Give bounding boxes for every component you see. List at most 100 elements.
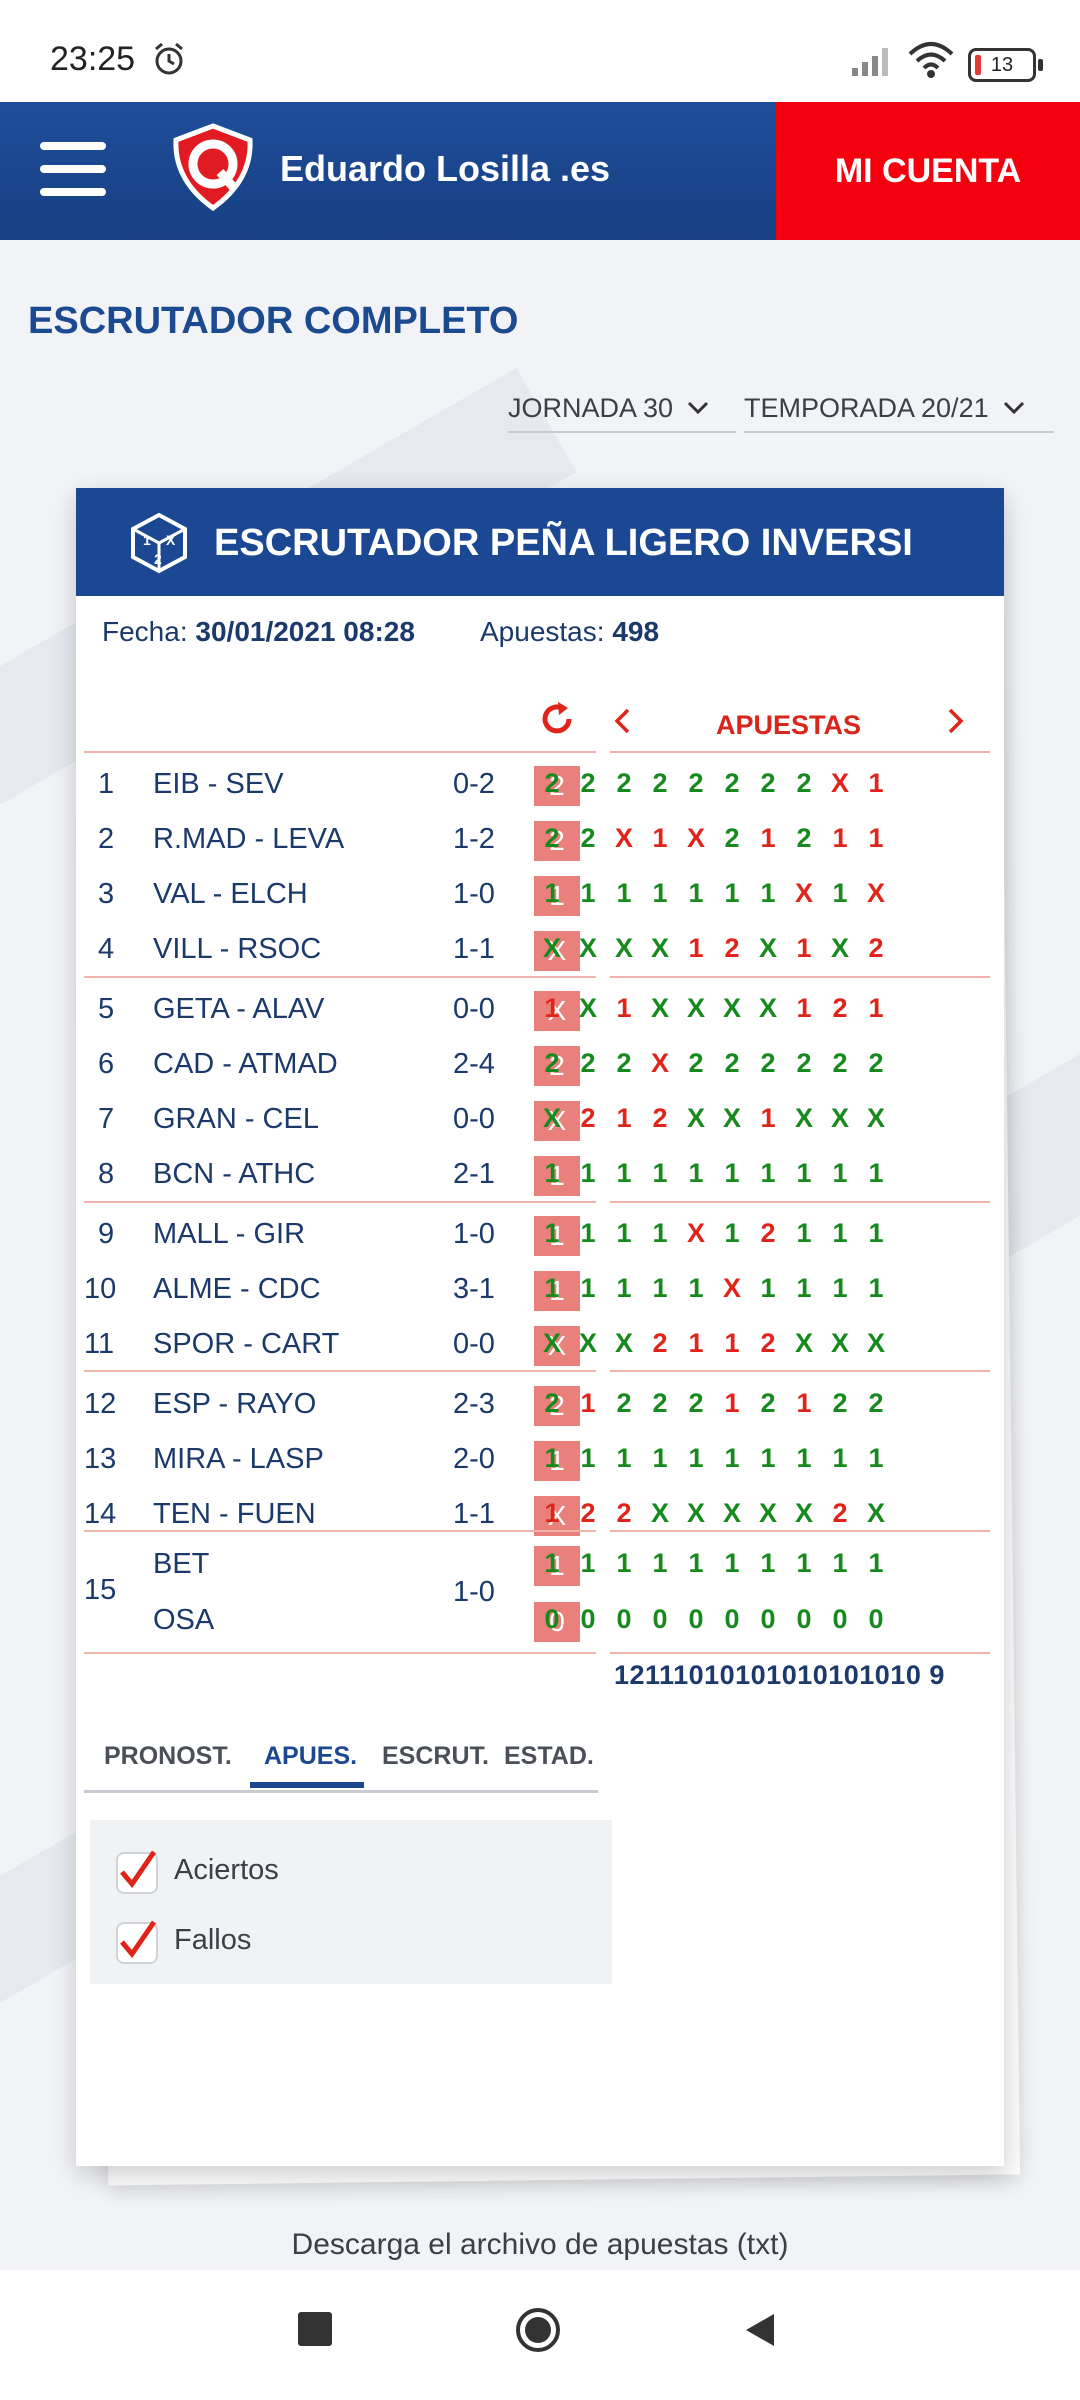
bet-hit: 1 [544, 878, 560, 908]
match-score: 3-1 [453, 1273, 495, 1305]
bet-hit: 1 [544, 1443, 560, 1473]
bet-hit: X [830, 1103, 849, 1133]
bet-miss: X [650, 1048, 669, 1078]
bet-hit: 2 [760, 768, 776, 798]
aciertos-checkbox[interactable] [116, 1850, 158, 1894]
result-box: 1 [534, 876, 580, 916]
bet-hit: 2 [688, 768, 704, 798]
tab-pronost[interactable]: PRONOST. [104, 1742, 232, 1770]
jornada-value: JORNADA 30 [508, 392, 674, 423]
bet-hit: 0 [868, 1604, 884, 1634]
bet-miss: 2 [580, 1498, 596, 1528]
apuestas-value: 498 [612, 616, 660, 647]
chevron-down-icon [1003, 401, 1024, 415]
bet-miss: X [686, 823, 705, 853]
bet-miss: 2 [832, 993, 848, 1023]
row-separator [610, 751, 990, 753]
bet-hit: X [650, 1498, 669, 1528]
match-number: 3 [98, 878, 115, 910]
bet-hit: 2 [544, 768, 560, 798]
bet-hit: X [758, 933, 777, 963]
match-score: 0-0 [453, 993, 495, 1025]
apuestas-label: Apuestas: [480, 616, 605, 647]
match-score: 1-2 [453, 823, 495, 855]
bet-hit: X [866, 1103, 885, 1133]
bet-hit: 2 [868, 1388, 884, 1418]
row-separator [84, 1652, 596, 1654]
bet-hit: 1 [724, 1158, 740, 1188]
bet-hit: X [686, 993, 705, 1023]
brand-name[interactable]: Eduardo Losilla .es [280, 148, 611, 189]
fallos-checkbox[interactable] [116, 1920, 158, 1964]
recents-icon[interactable] [298, 2312, 332, 2346]
bet-miss: 2 [868, 933, 884, 963]
result-box: 2 [534, 766, 580, 806]
active-tab-indicator [250, 1782, 364, 1788]
download-link[interactable]: Descarga el archivo de apuestas (txt) [291, 2228, 789, 2261]
bet-hit: 2 [544, 1048, 560, 1078]
bet-hit: 2 [544, 823, 560, 853]
svg-text:X: X [166, 532, 176, 548]
bet-hit: 2 [652, 1388, 668, 1418]
menu-icon[interactable] [40, 142, 106, 198]
bet-hit: 1 [652, 1218, 668, 1248]
home-icon[interactable] [514, 2306, 562, 2354]
bet-hit: 1 [580, 878, 596, 908]
wifi-icon [908, 42, 954, 78]
match-score: 1-1 [453, 933, 495, 965]
tab-bar: PRONOST. APUES. ESCRUT. ESTAD. [84, 1734, 598, 1793]
quiniela-logo[interactable] [168, 122, 258, 212]
match-teams: GRAN - CEL [153, 1103, 319, 1135]
bet-hit: X [578, 993, 597, 1023]
bet-hit: 1 [832, 1158, 848, 1188]
signal-icon [852, 48, 888, 76]
card-title: ESCRUTADOR PEÑA LIGERO INVERSI [214, 522, 913, 564]
match-number: 9 [98, 1218, 115, 1250]
bet-hit: 1 [688, 1548, 704, 1578]
group-separator [610, 1530, 990, 1532]
bet-hit: X [758, 1498, 777, 1528]
bet-hit: X [830, 1328, 849, 1358]
bet-hit: 1 [724, 1548, 740, 1578]
bet-hit: 1 [544, 1273, 560, 1303]
bet-hit: 2 [688, 1388, 704, 1418]
bet-miss: 2 [832, 1498, 848, 1528]
bet-hit: X [794, 1498, 813, 1528]
temporada-select[interactable]: TEMPORADA 20/21 [744, 385, 1054, 433]
tab-apues[interactable]: APUES. [264, 1742, 358, 1770]
bet-miss: 2 [652, 1103, 668, 1133]
bet-miss: 2 [724, 933, 740, 963]
account-button[interactable]: MI CUENTA [776, 102, 1080, 240]
refresh-icon[interactable] [538, 700, 576, 738]
prev-arrow-icon[interactable] [610, 708, 636, 734]
clock: 23:25 [50, 40, 136, 78]
next-arrow-icon[interactable] [942, 708, 968, 734]
match-teams: ESP - RAYO [153, 1388, 317, 1420]
bet-miss: 1 [760, 1103, 776, 1133]
bet-miss: X [830, 768, 849, 798]
bet-hit: 1 [652, 1548, 668, 1578]
bet-miss: 1 [544, 993, 560, 1023]
check-icon [120, 1850, 157, 1889]
bet-hit: 1 [616, 1443, 632, 1473]
bet-hit: 1 [868, 1443, 884, 1473]
bet-hit: 1 [616, 1158, 632, 1188]
match-score: 0-0 [453, 1328, 495, 1360]
tab-escrut[interactable]: ESCRUT. [382, 1742, 489, 1770]
bet-hit: X [614, 1328, 633, 1358]
bet-hit: 1 [580, 1273, 596, 1303]
bet-hit: 1 [868, 1548, 884, 1578]
match-number: 11 [84, 1328, 115, 1360]
bet-hit: 2 [544, 1388, 560, 1418]
bet-hit: 1 [544, 1548, 560, 1578]
back-icon[interactable] [740, 2310, 780, 2350]
bet-hit: 1 [544, 1158, 560, 1188]
result-box: X [534, 931, 580, 971]
result-box: X [534, 991, 580, 1031]
chevron-down-icon [688, 401, 709, 415]
jornada-select[interactable]: JORNADA 30 [508, 385, 736, 433]
alarm-icon [155, 42, 183, 75]
tab-estad[interactable]: ESTAD. [504, 1742, 594, 1770]
bet-hit: 1 [652, 1443, 668, 1473]
bet-hit: X [686, 1103, 705, 1133]
